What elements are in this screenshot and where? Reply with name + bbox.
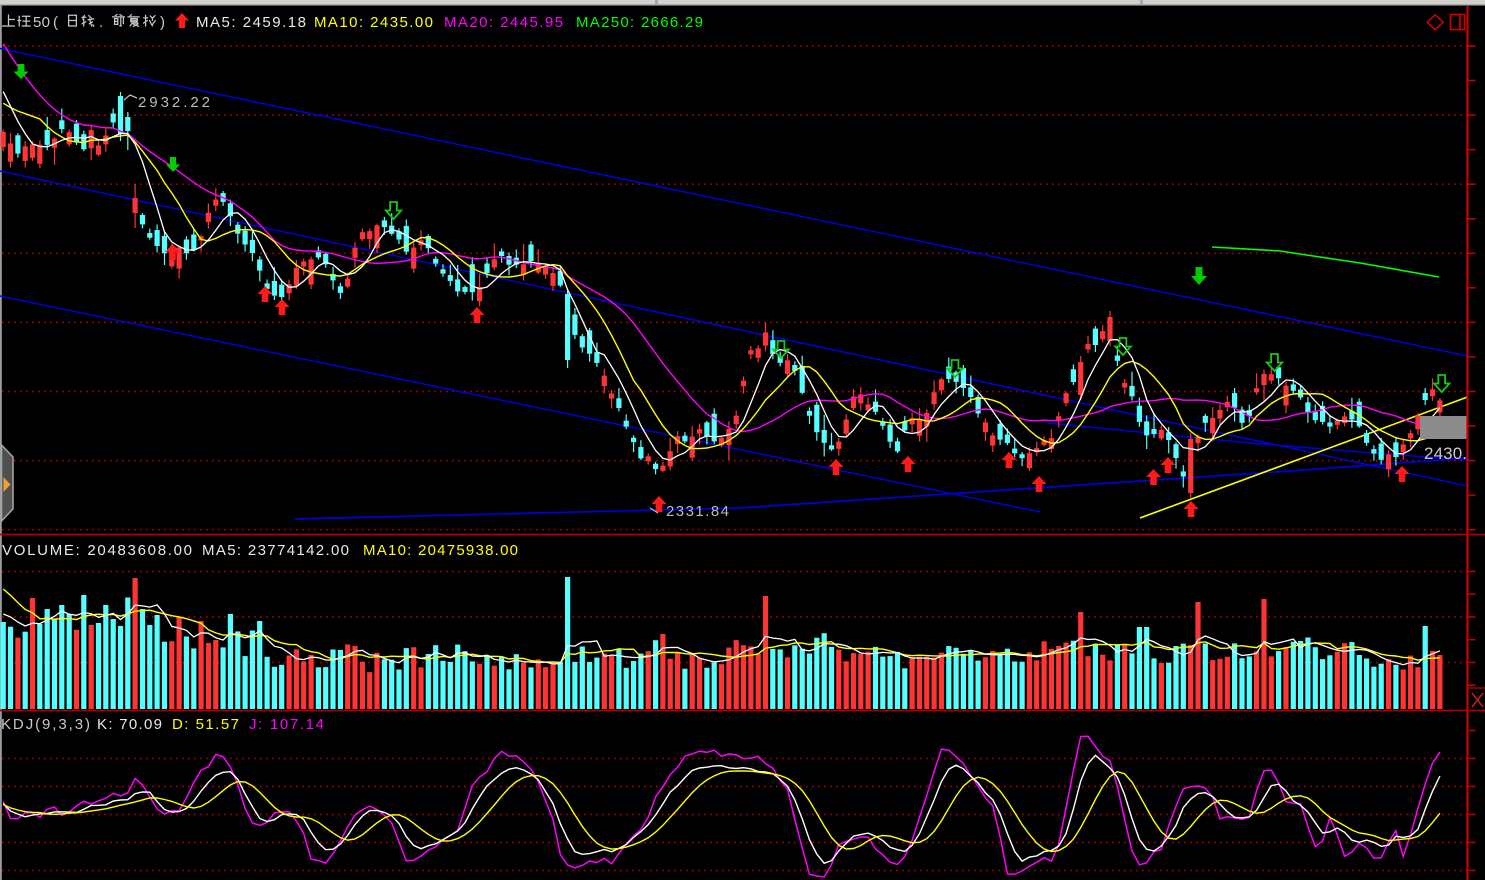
svg-text:MA10: 20475938.00: MA10: 20475938.00 (363, 542, 518, 559)
svg-text:MA5: 2459.18: MA5: 2459.18 (196, 14, 306, 31)
svg-text:.: . (99, 14, 103, 31)
svg-text:KDJ(9,3,3): KDJ(9,3,3) (1, 716, 90, 733)
svg-text:MA10: 2435.00: MA10: 2435.00 (314, 14, 433, 31)
svg-text:2331.84: 2331.84 (666, 503, 729, 520)
svg-text:2932.22: 2932.22 (138, 94, 210, 111)
svg-text:VOLUME: 20483608.00: VOLUME: 20483608.00 (2, 542, 192, 559)
svg-text:D: 51.57: D: 51.57 (172, 716, 239, 733)
svg-text:MA20: 2445.95: MA20: 2445.95 (444, 14, 563, 31)
svg-text:2430.: 2430. (1424, 444, 1467, 463)
svg-text:): ) (160, 14, 165, 31)
svg-text:J: 107.14: J: 107.14 (249, 716, 324, 733)
svg-text:(: ( (53, 14, 58, 31)
svg-text:50: 50 (33, 14, 50, 31)
svg-text:MA250: 2666.29: MA250: 2666.29 (576, 14, 703, 31)
svg-text:MA5: 23774142.00: MA5: 23774142.00 (202, 542, 349, 559)
svg-text:K: 70.09: K: 70.09 (97, 716, 162, 733)
